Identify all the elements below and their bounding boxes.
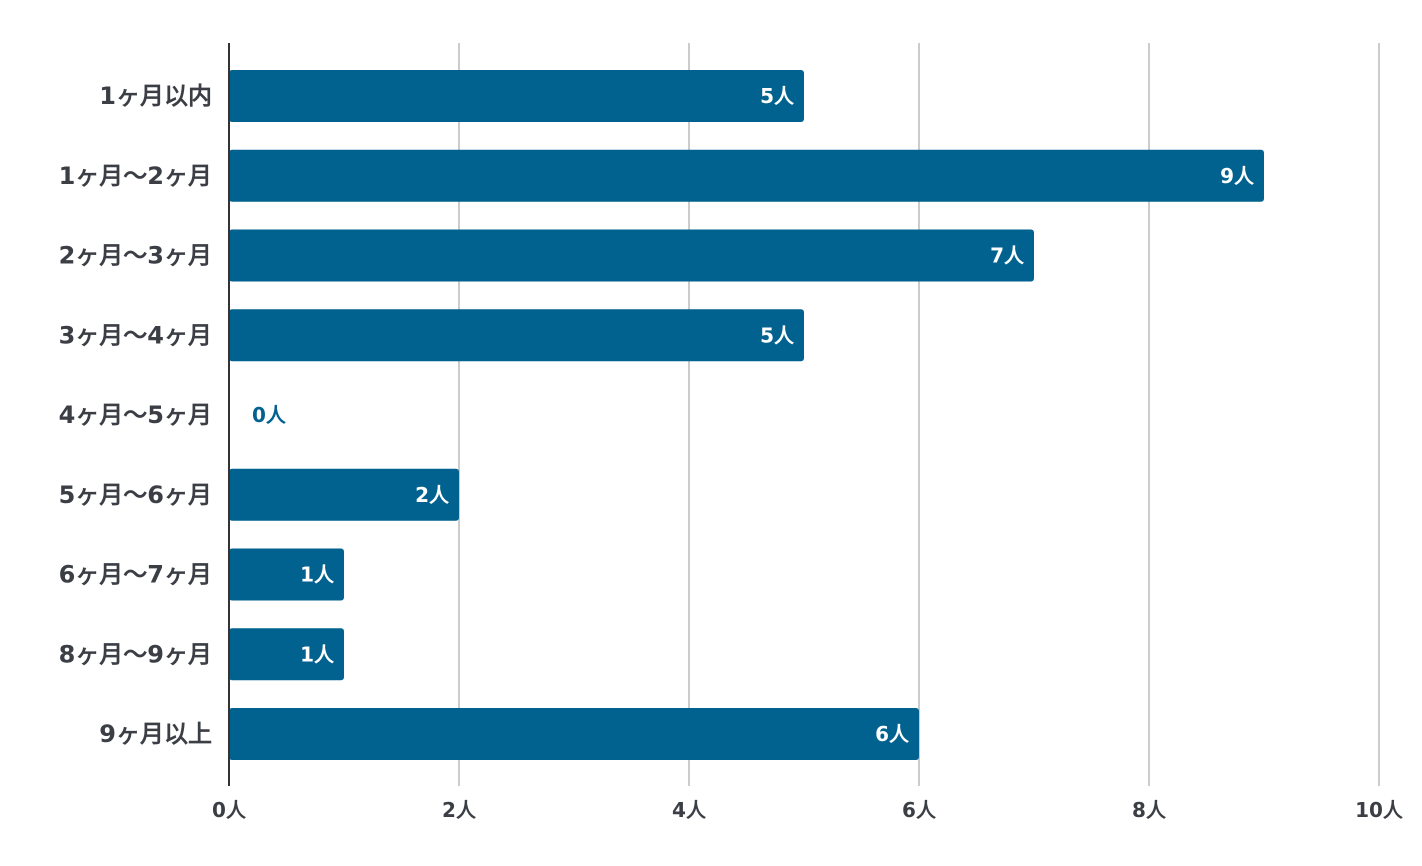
data-label: 5人 (760, 84, 795, 108)
category-label: 8ヶ月〜9ヶ月 (59, 640, 212, 668)
bar (229, 229, 1034, 282)
bar (229, 70, 804, 122)
x-axis-tick-labels: 0人 2人 4人 6人 8人 10人 (212, 798, 1404, 822)
bar (229, 309, 804, 362)
category-label: 9ヶ月以上 (99, 720, 212, 748)
data-label: 0人 (252, 403, 287, 427)
bar (229, 468, 459, 521)
x-tick-label: 0人 (212, 798, 247, 822)
data-label: 9人 (1220, 164, 1255, 188)
category-label: 5ヶ月〜6ヶ月 (59, 481, 212, 509)
data-label: 1人 (300, 563, 335, 587)
x-tick-label: 8人 (1132, 798, 1167, 822)
bar (229, 708, 919, 760)
category-label: 4ヶ月〜5ヶ月 (59, 401, 212, 429)
bar (229, 628, 344, 681)
bar (229, 548, 344, 601)
data-label: 2人 (415, 483, 450, 507)
category-label: 1ヶ月〜2ヶ月 (59, 162, 212, 190)
data-label: 7人 (990, 244, 1025, 268)
data-label: 6人 (875, 722, 910, 746)
category-label: 3ヶ月〜4ヶ月 (59, 321, 212, 349)
value-labels: 5人 9人 7人 5人 0人 2人 1人 1人 6人 (252, 84, 1255, 746)
x-tick-label: 10人 (1355, 798, 1404, 822)
x-tick-label: 4人 (672, 798, 707, 822)
bar (229, 149, 1264, 202)
bars (229, 70, 1264, 760)
category-labels: 1ヶ月以内 1ヶ月〜2ヶ月 2ヶ月〜3ヶ月 3ヶ月〜4ヶ月 4ヶ月〜5ヶ月 5ヶ月〜6ヶ月… (59, 82, 212, 748)
data-label: 5人 (760, 323, 795, 347)
category-label: 2ヶ月〜3ヶ月 (59, 242, 212, 270)
x-tick-label: 2人 (442, 798, 477, 822)
category-label: 1ヶ月以内 (99, 82, 212, 110)
category-label: 6ヶ月〜7ヶ月 (59, 561, 212, 589)
data-label: 1人 (300, 642, 335, 666)
x-tick-label: 6人 (902, 798, 937, 822)
